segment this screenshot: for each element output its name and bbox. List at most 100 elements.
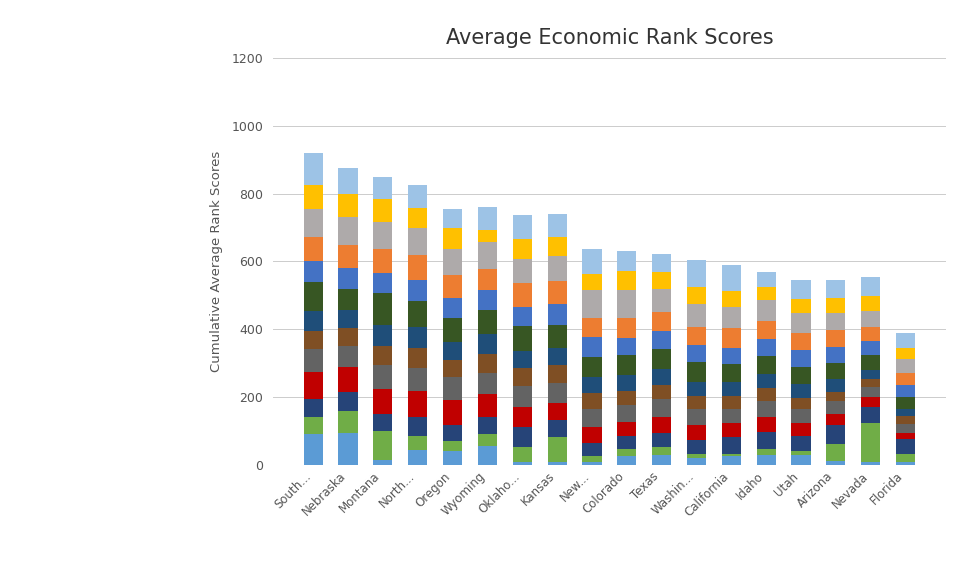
Bar [896,385,916,397]
Bar [373,177,393,199]
Bar [338,310,358,328]
Bar [548,348,566,365]
Bar [617,338,637,356]
Bar [722,291,741,307]
Bar [548,281,566,304]
Bar [617,456,637,465]
Bar [478,394,497,417]
Bar [792,280,810,299]
Bar [303,282,323,311]
Bar [722,423,741,437]
Bar [478,310,497,334]
Bar [582,357,602,376]
Bar [757,449,776,454]
Bar [896,454,916,462]
Bar [338,346,358,367]
Bar [617,375,637,391]
Bar [896,439,916,454]
Bar [861,407,880,423]
Bar [792,384,810,399]
Bar [338,217,358,245]
Bar [443,378,462,400]
Bar [443,228,462,249]
Bar [409,228,427,255]
Bar [757,321,776,339]
Bar [338,168,358,194]
Bar [757,339,776,356]
Bar [582,393,602,409]
Bar [757,388,776,401]
Bar [478,334,497,354]
Bar [792,299,810,313]
Bar [722,396,741,409]
Bar [896,433,916,439]
Bar [861,423,880,462]
Bar [409,391,427,417]
Bar [687,454,706,458]
Bar [652,454,671,465]
Bar [652,447,671,454]
Bar [582,290,602,318]
Bar [617,251,637,271]
Bar [652,433,671,447]
Bar [652,385,671,399]
Bar [826,299,845,313]
Bar [652,272,671,289]
Bar [582,376,602,393]
Bar [582,318,602,338]
Bar [548,437,566,462]
Bar [373,222,393,249]
Bar [548,462,566,465]
Bar [792,424,810,436]
Bar [722,364,741,382]
Bar [338,411,358,433]
Bar [443,342,462,360]
Bar [826,363,845,379]
Bar [792,409,810,424]
Bar [409,327,427,348]
Bar [582,274,602,290]
Bar [443,441,462,451]
Bar [373,460,393,465]
Bar [513,259,531,284]
Bar [617,271,637,290]
Y-axis label: Cumulative Average Rank Scores: Cumulative Average Rank Scores [210,151,223,372]
Bar [826,444,845,461]
Bar [513,239,531,259]
Bar [513,307,531,326]
Bar [373,431,393,460]
Bar [409,208,427,228]
Bar [373,414,393,431]
Bar [722,456,741,465]
Bar [338,367,358,392]
Bar [617,436,637,449]
Bar [687,260,706,286]
Bar [896,359,916,373]
Bar [513,447,531,462]
Bar [548,325,566,348]
Title: Average Economic Rank Scores: Average Economic Rank Scores [446,28,773,48]
Bar [373,389,393,414]
Bar [582,462,602,465]
Bar [896,348,916,359]
Bar [548,403,566,421]
Bar [896,409,916,417]
Bar [861,311,880,327]
Bar [513,326,531,350]
Bar [478,290,497,310]
Bar [722,454,741,456]
Bar [722,382,741,396]
Bar [303,237,323,261]
Bar [896,373,916,385]
Bar [757,356,776,374]
Bar [722,348,741,364]
Bar [722,328,741,348]
Bar [548,304,566,325]
Bar [373,325,393,346]
Bar [582,456,602,462]
Bar [409,450,427,465]
Bar [443,275,462,298]
Bar [826,346,845,363]
Bar [582,443,602,456]
Bar [582,249,602,274]
